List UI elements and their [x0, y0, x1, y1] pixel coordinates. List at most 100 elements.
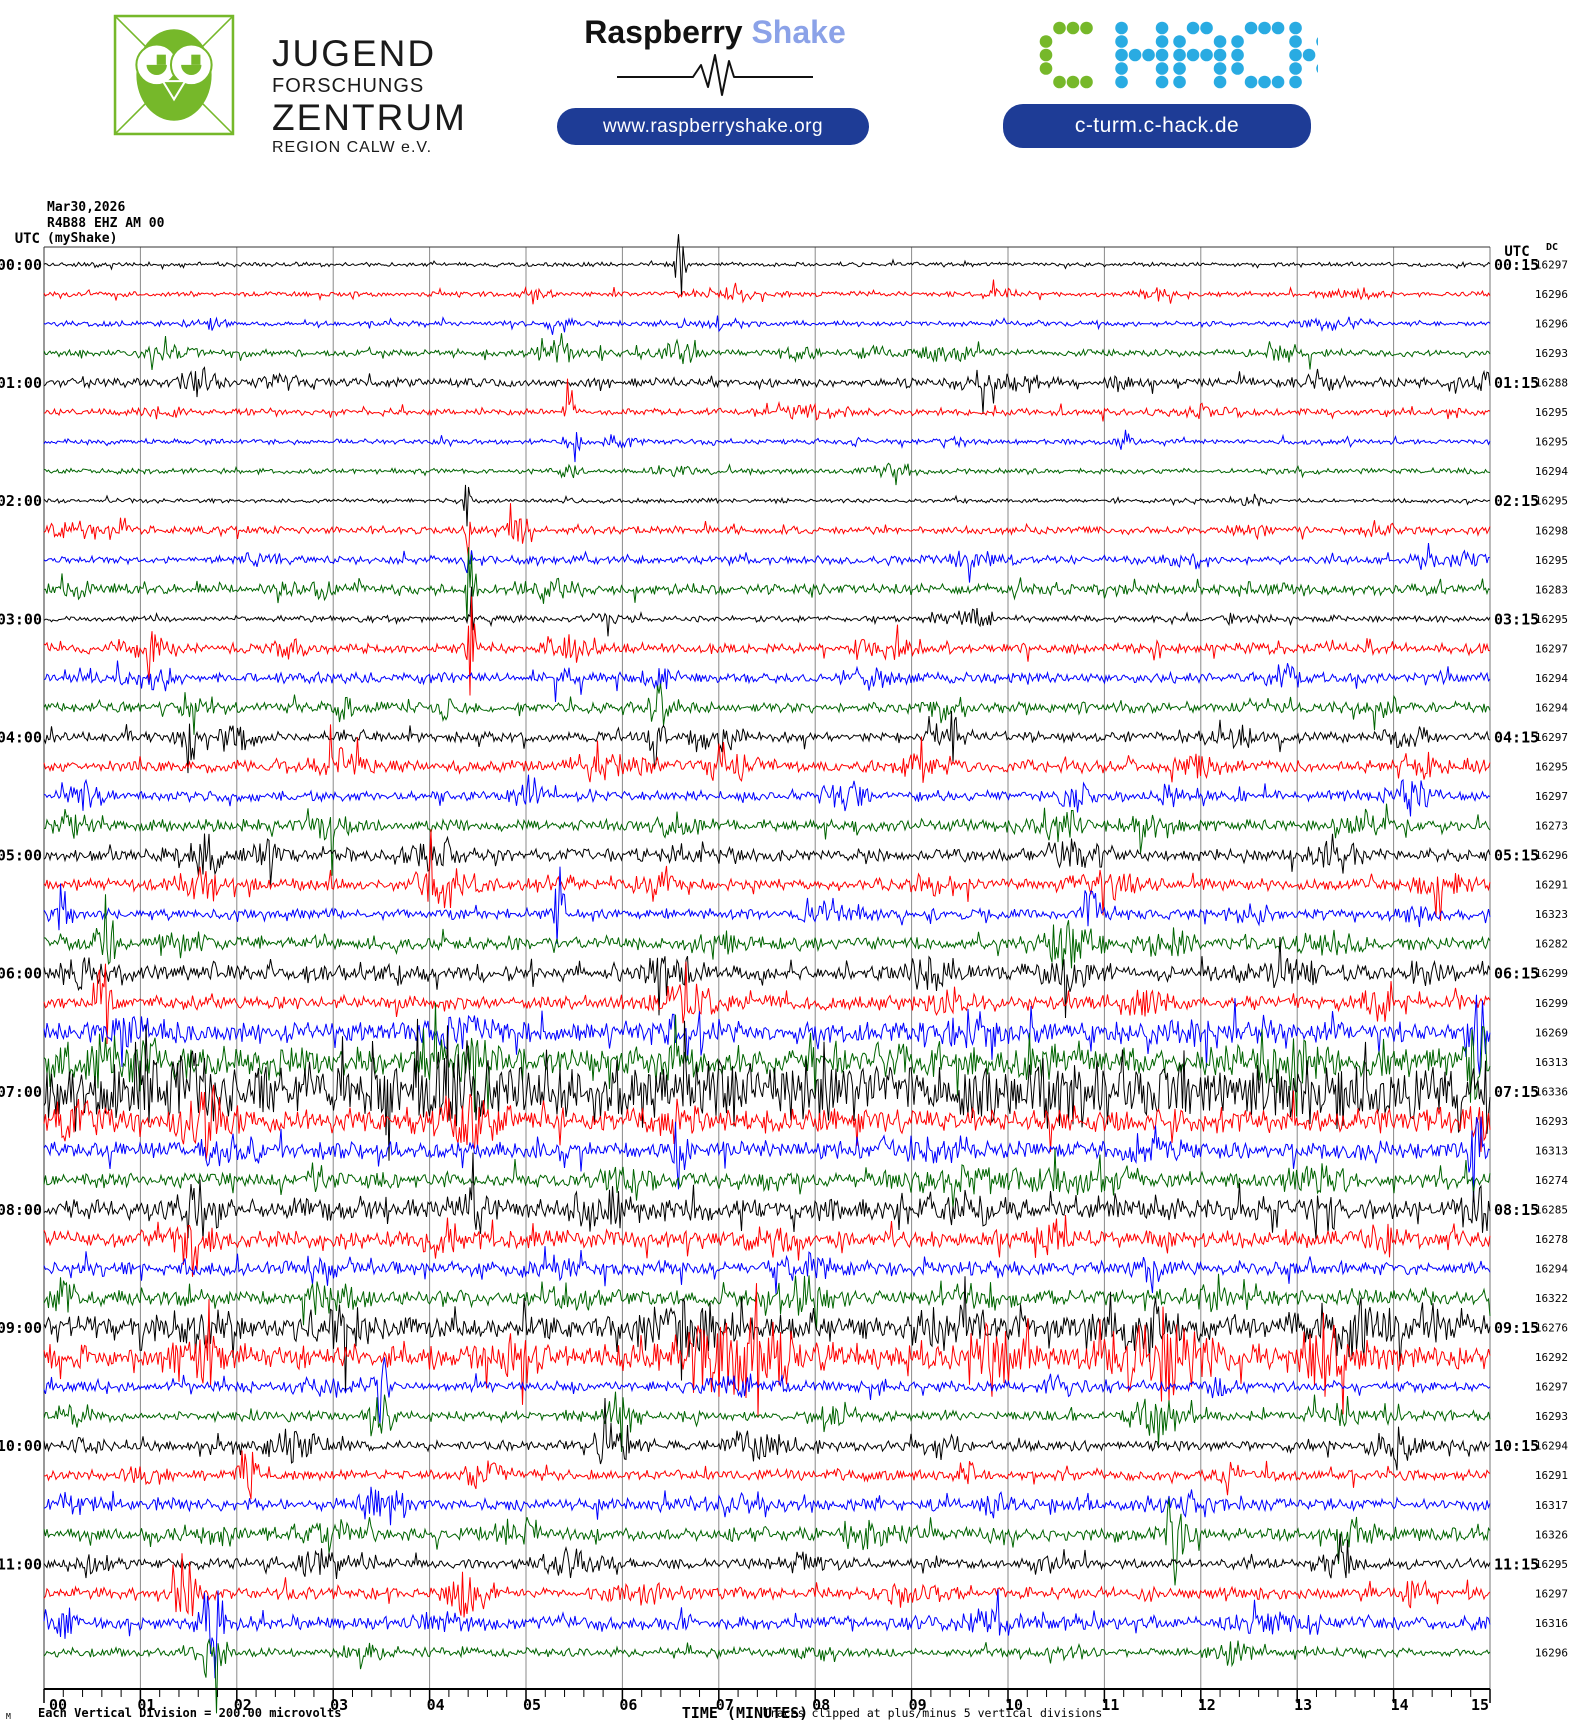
seismogram-trace: [43, 1273, 1491, 1330]
jfz-line1: JUGEND: [272, 33, 437, 74]
dc-value: 16296: [1535, 288, 1568, 301]
seismogram-trace: [43, 1116, 1491, 1203]
seismogram-trace: [43, 315, 1491, 335]
seismogram-trace: [43, 1276, 1491, 1393]
seismogram-trace: [43, 936, 1491, 1019]
dc-value: 16293: [1535, 347, 1568, 360]
left-time-label: 08:00: [0, 1201, 42, 1219]
x-tick-label: 01: [137, 1696, 155, 1714]
seismogram-trace: [43, 484, 1491, 527]
left-time-label: 01:00: [0, 374, 42, 392]
left-time-label: 10:00: [0, 1437, 42, 1455]
seismogram-trace: [43, 378, 1491, 422]
dc-value: 16288: [1535, 377, 1568, 390]
right-time-label: 08:15: [1494, 1201, 1539, 1219]
seismogram-trace: [43, 1397, 1491, 1471]
dc-value: 16297: [1535, 259, 1568, 272]
dc-value: 16293: [1535, 1115, 1568, 1128]
left-time-label: 00:00: [0, 256, 42, 274]
dc-value: 16291: [1535, 1469, 1568, 1482]
seismogram-trace: [43, 1357, 1491, 1424]
left-time-label: 06:00: [0, 965, 42, 983]
x-tick-label: 11: [1101, 1696, 1119, 1714]
dc-value: 16336: [1535, 1085, 1568, 1098]
x-tick-label: 03: [330, 1696, 348, 1714]
dc-value: 16282: [1535, 938, 1568, 951]
dc-value: 16313: [1535, 1056, 1568, 1069]
seismogram-trace: [43, 1214, 1491, 1277]
dc-value: 16269: [1535, 1026, 1568, 1039]
dc-value: 16295: [1535, 406, 1568, 419]
right-time-label: 04:15: [1494, 728, 1539, 746]
station-date: Mar30,2026: [47, 200, 126, 215]
dc-value: 16317: [1535, 1499, 1568, 1512]
right-time-label: 01:15: [1494, 374, 1539, 392]
seismic-wave-icon: [617, 54, 813, 96]
raspberryshake-url-pill[interactable]: www.raspberryshake.org: [557, 108, 869, 145]
seismogram-trace: [43, 1002, 1491, 1117]
dc-value: 16313: [1535, 1144, 1568, 1157]
right-time-label: 09:15: [1494, 1319, 1539, 1337]
right-time-label: 00:15: [1494, 256, 1539, 274]
seismogram-trace: [43, 429, 1491, 463]
dc-value: 16285: [1535, 1203, 1568, 1216]
seismogram-trace: [43, 994, 1491, 1075]
x-tick-label: 12: [1198, 1696, 1216, 1714]
seismogram-trace: [43, 1498, 1491, 1586]
seismogram-trace: [43, 710, 1491, 774]
seismogram-trace: [43, 894, 1491, 971]
seismogram-trace: [43, 586, 1491, 637]
left-utc-header: UTC: [15, 231, 40, 247]
dc-value: 16276: [1535, 1322, 1568, 1335]
dc-value: 16298: [1535, 524, 1568, 537]
jfz-logo-text: JUGEND FORSCHUNGS ZENTRUM REGION CALW e.…: [272, 34, 467, 158]
dc-value: 16291: [1535, 879, 1568, 892]
left-time-label: 02:00: [0, 492, 42, 510]
dc-header: DC: [1546, 242, 1558, 253]
jfz-line2: FORSCHUNGS: [272, 75, 425, 97]
dc-value: 16278: [1535, 1233, 1568, 1246]
right-time-label: 02:15: [1494, 492, 1539, 510]
x-axis-title: TIME (MINUTES): [682, 1704, 808, 1722]
dc-value: 16294: [1535, 465, 1568, 478]
dc-value: 16296: [1535, 318, 1568, 331]
dc-value: 16297: [1535, 1381, 1568, 1394]
dc-value: 16322: [1535, 1292, 1568, 1305]
dc-value: 16297: [1535, 731, 1568, 744]
dc-value: 16297: [1535, 642, 1568, 655]
dc-value: 16326: [1535, 1528, 1568, 1541]
c-hack-url-pill[interactable]: c-turm.c-hack.de: [1003, 104, 1311, 148]
jfz-line3: ZENTRUM: [272, 97, 467, 138]
c-hack-logo-icon: [1039, 21, 1318, 89]
seismogram-trace: [43, 543, 1491, 583]
left-time-label: 09:00: [0, 1319, 42, 1337]
dc-value: 16274: [1535, 1174, 1568, 1187]
dc-value: 16299: [1535, 997, 1568, 1010]
dc-value: 16323: [1535, 908, 1568, 921]
right-time-label: 03:15: [1494, 610, 1539, 628]
right-time-label: 05:15: [1494, 847, 1539, 865]
right-time-label: 06:15: [1494, 965, 1539, 983]
dc-value: 16283: [1535, 583, 1568, 596]
seismogram-trace: [43, 1084, 1491, 1161]
right-time-label: 07:15: [1494, 1083, 1539, 1101]
dc-value: 16295: [1535, 613, 1568, 626]
clipping-note: Traces clipped at plus/minus 5 vertical …: [763, 1706, 1102, 1720]
seismogram-trace: [43, 660, 1491, 703]
x-tick-label: 13: [1294, 1696, 1312, 1714]
seismogram-trace: [43, 234, 1491, 296]
dc-value: 16295: [1535, 761, 1568, 774]
x-tick-label: 14: [1391, 1696, 1409, 1714]
seismogram-trace: [43, 1553, 1491, 1618]
left-time-label: 11:00: [0, 1555, 42, 1573]
station-id: R4B88 EHZ AM 00: [47, 215, 165, 231]
seismogram-trace: [43, 596, 1491, 696]
dc-value: 16294: [1535, 1263, 1568, 1276]
rs-word2: Shake: [751, 14, 846, 50]
seismogram-trace: [43, 1018, 1491, 1161]
seismogram-trace: [43, 279, 1491, 305]
dc-value: 16294: [1535, 672, 1568, 685]
seismogram-trace: [43, 1152, 1491, 1240]
seismogram-trace: [43, 866, 1491, 944]
